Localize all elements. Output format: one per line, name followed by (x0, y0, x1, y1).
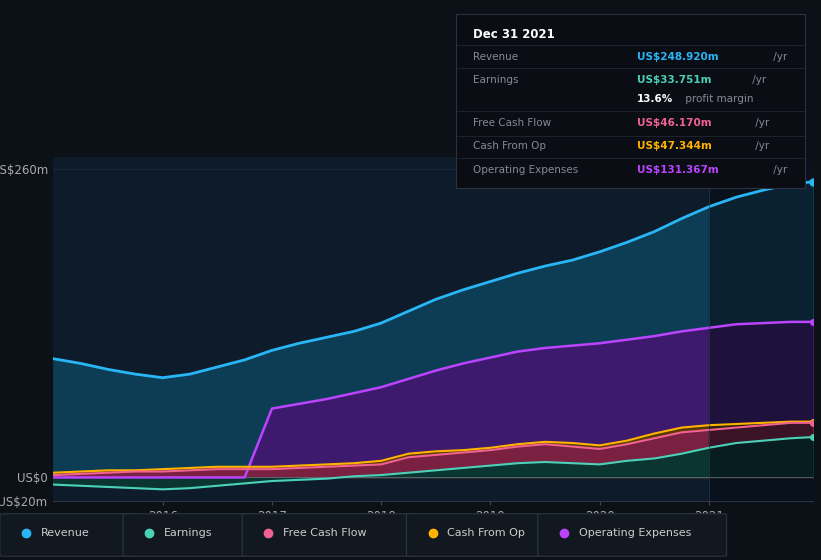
Text: US$46.170m: US$46.170m (637, 118, 712, 128)
Text: /yr: /yr (752, 118, 769, 128)
FancyBboxPatch shape (242, 514, 410, 556)
FancyBboxPatch shape (123, 514, 250, 556)
Text: Revenue: Revenue (41, 529, 89, 538)
Text: profit margin: profit margin (682, 94, 754, 104)
Text: Free Cash Flow: Free Cash Flow (473, 118, 551, 128)
FancyBboxPatch shape (0, 514, 131, 556)
FancyBboxPatch shape (406, 514, 542, 556)
FancyBboxPatch shape (538, 514, 727, 556)
Text: Earnings: Earnings (164, 529, 213, 538)
Text: Operating Expenses: Operating Expenses (473, 165, 578, 175)
Text: US$131.367m: US$131.367m (637, 165, 719, 175)
Text: Revenue: Revenue (473, 53, 518, 62)
Text: Cash From Op: Cash From Op (447, 529, 525, 538)
Text: /yr: /yr (749, 75, 766, 85)
Text: Dec 31 2021: Dec 31 2021 (473, 29, 555, 41)
Text: /yr: /yr (752, 141, 769, 151)
Text: /yr: /yr (770, 165, 787, 175)
Text: US$33.751m: US$33.751m (637, 75, 712, 85)
Text: Cash From Op: Cash From Op (473, 141, 546, 151)
Text: /yr: /yr (770, 53, 787, 62)
Text: Free Cash Flow: Free Cash Flow (283, 529, 367, 538)
Text: US$248.920m: US$248.920m (637, 53, 718, 62)
Bar (709, 157, 813, 501)
Text: US$47.344m: US$47.344m (637, 141, 712, 151)
Text: Earnings: Earnings (473, 75, 519, 85)
Text: 13.6%: 13.6% (637, 94, 673, 104)
Text: Operating Expenses: Operating Expenses (579, 529, 691, 538)
